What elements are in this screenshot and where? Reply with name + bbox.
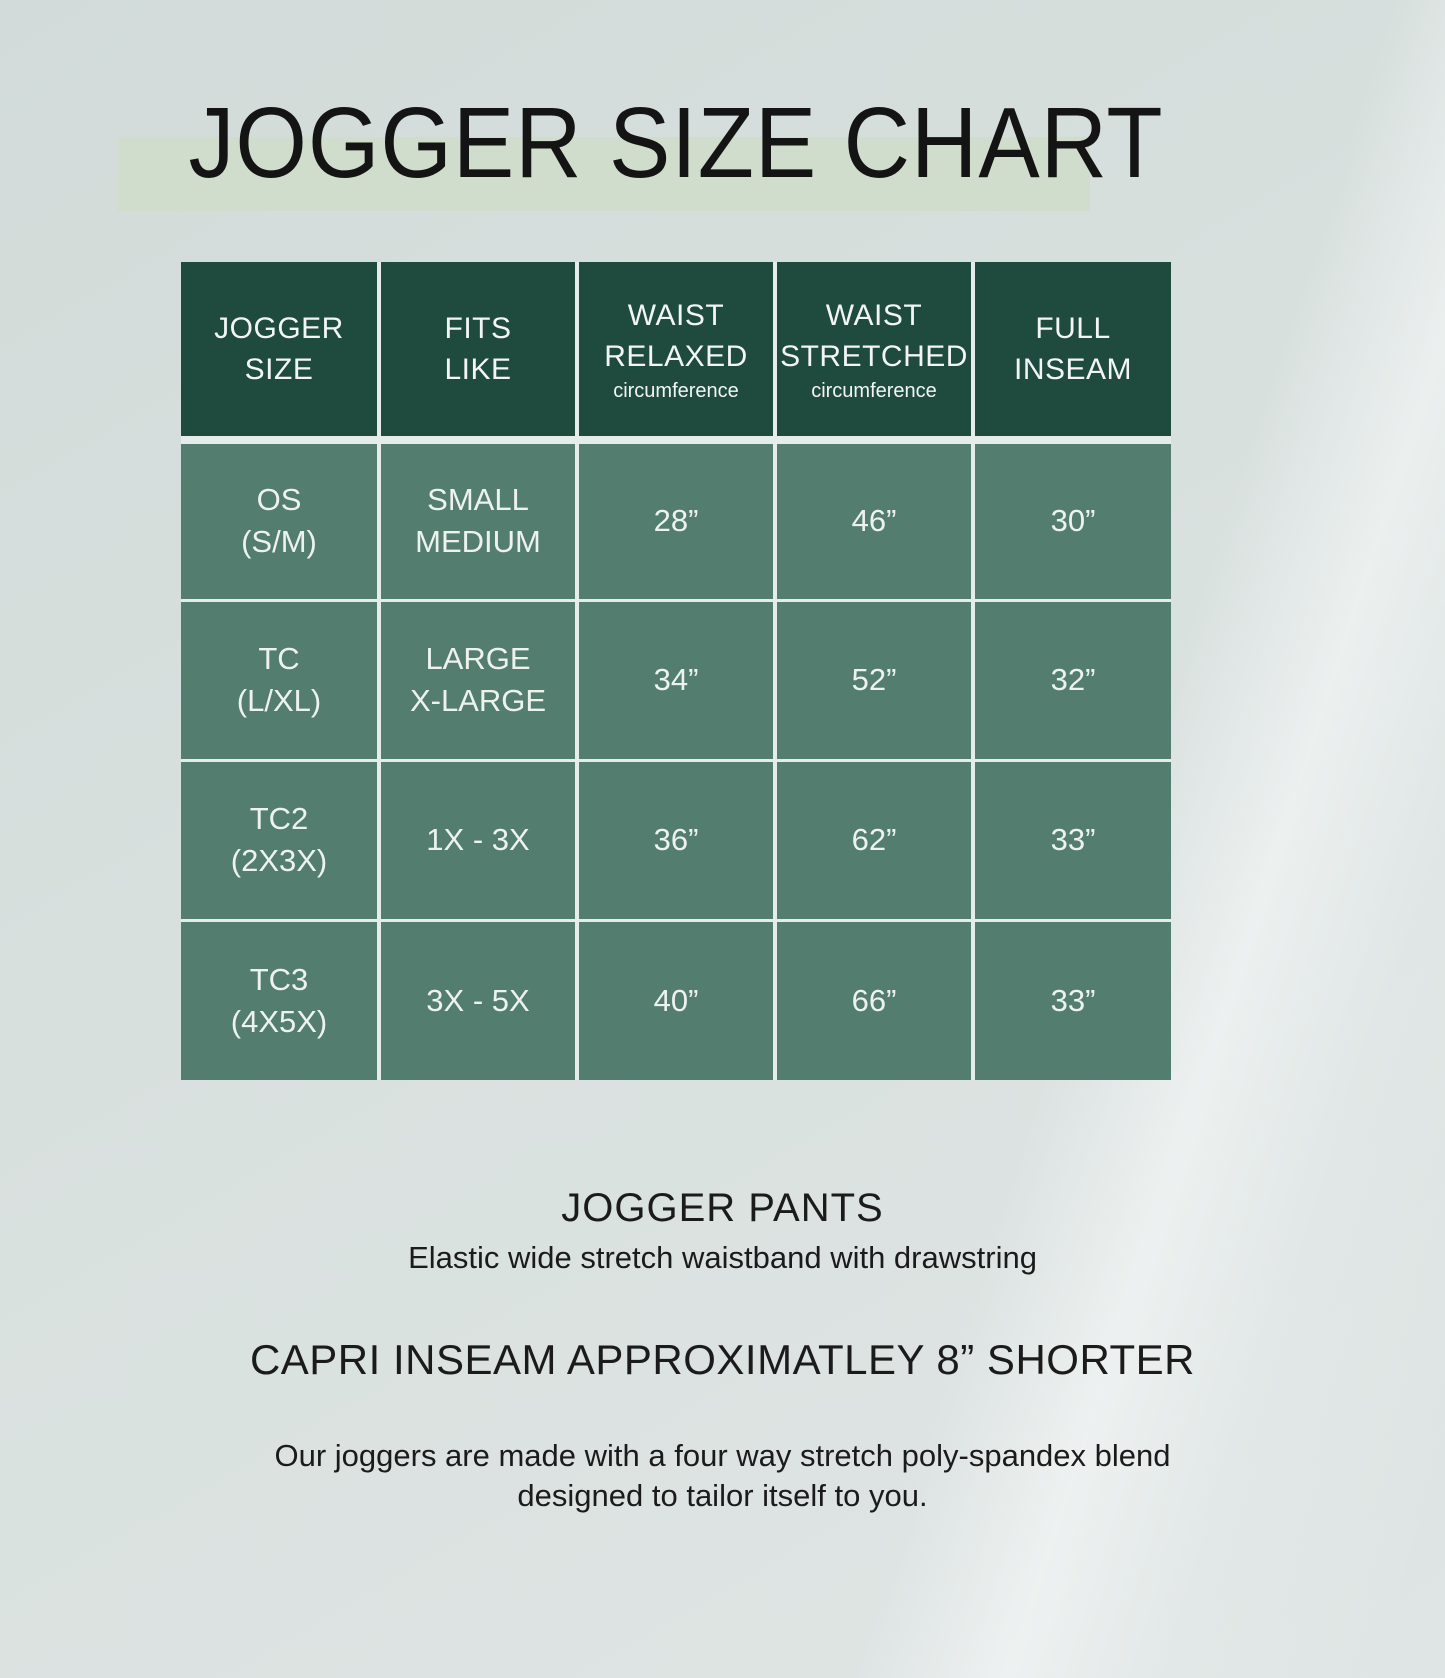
page-title: JOGGER SIZE CHART	[188, 87, 1164, 199]
product-heading: JOGGER PANTS	[561, 1186, 884, 1230]
cell-waist-stretched: 46”	[773, 440, 973, 600]
col-header-waist-stretched: WAIST STRETCHED circumference	[773, 262, 973, 444]
col-header-label: WAIST RELAXED	[604, 299, 748, 373]
col-header-subscript: circumference	[811, 380, 937, 402]
table-row: TC3 (4X5X) 3X - 5X 40” 66” 33”	[181, 918, 1171, 1080]
col-header-waist-relaxed: WAIST RELAXED circumference	[575, 262, 775, 444]
table-row: OS (S/M) SMALL MEDIUM 28” 46” 30”	[181, 440, 1171, 600]
cell-fits-like: LARGE X-LARGE	[377, 598, 577, 760]
col-header-label: FITS LIKE	[444, 312, 512, 386]
cell-fits-like: 1X - 3X	[377, 758, 577, 920]
cell-fits-like: SMALL MEDIUM	[377, 440, 577, 600]
cell-waist-relaxed: 40”	[575, 918, 775, 1080]
col-header-label: FULL INSEAM	[1013, 312, 1133, 386]
cell-waist-stretched: 66”	[773, 918, 973, 1080]
table-header-row: JOGGER SIZE FITS LIKE WAIST RELAXED circ…	[181, 262, 1171, 444]
col-header-label: JOGGER SIZE	[214, 312, 344, 386]
table-row: TC (L/XL) LARGE X-LARGE 34” 52” 32”	[181, 598, 1171, 760]
cell-jogger-size: TC3 (4X5X)	[181, 918, 379, 1080]
col-header-label: WAIST STRETCHED	[780, 299, 968, 373]
cell-waist-relaxed: 34”	[575, 598, 775, 760]
col-header-jogger-size: JOGGER SIZE	[181, 262, 379, 444]
material-note: Our joggers are made with a four way str…	[274, 1438, 1171, 1513]
cell-full-inseam: 33”	[971, 918, 1171, 1080]
cell-full-inseam: 32”	[971, 598, 1171, 760]
cell-jogger-size: TC (L/XL)	[181, 598, 379, 760]
capri-inseam-note: CAPRI INSEAM APPROXIMATLEY 8” SHORTER	[249, 1336, 1196, 1383]
cell-full-inseam: 33”	[971, 758, 1171, 920]
col-header-subscript: circumference	[613, 380, 739, 402]
cell-waist-relaxed: 28”	[575, 440, 775, 600]
col-header-full-inseam: FULL INSEAM	[971, 262, 1171, 444]
cell-waist-stretched: 52”	[773, 598, 973, 760]
cell-waist-relaxed: 36”	[575, 758, 775, 920]
cell-full-inseam: 30”	[971, 440, 1171, 600]
table-row: TC2 (2X3X) 1X - 3X 36” 62” 33”	[181, 758, 1171, 920]
title-highlight-bar	[118, 137, 1090, 211]
jogger-size-table: JOGGER SIZE FITS LIKE WAIST RELAXED circ…	[181, 262, 1171, 1080]
cell-jogger-size: OS (S/M)	[181, 440, 379, 600]
col-header-fits-like: FITS LIKE	[377, 262, 577, 444]
cell-waist-stretched: 62”	[773, 758, 973, 920]
cell-jogger-size: TC2 (2X3X)	[181, 758, 379, 920]
product-subheading: Elastic wide stretch waistband with draw…	[408, 1240, 1037, 1275]
cell-fits-like: 3X - 5X	[377, 918, 577, 1080]
